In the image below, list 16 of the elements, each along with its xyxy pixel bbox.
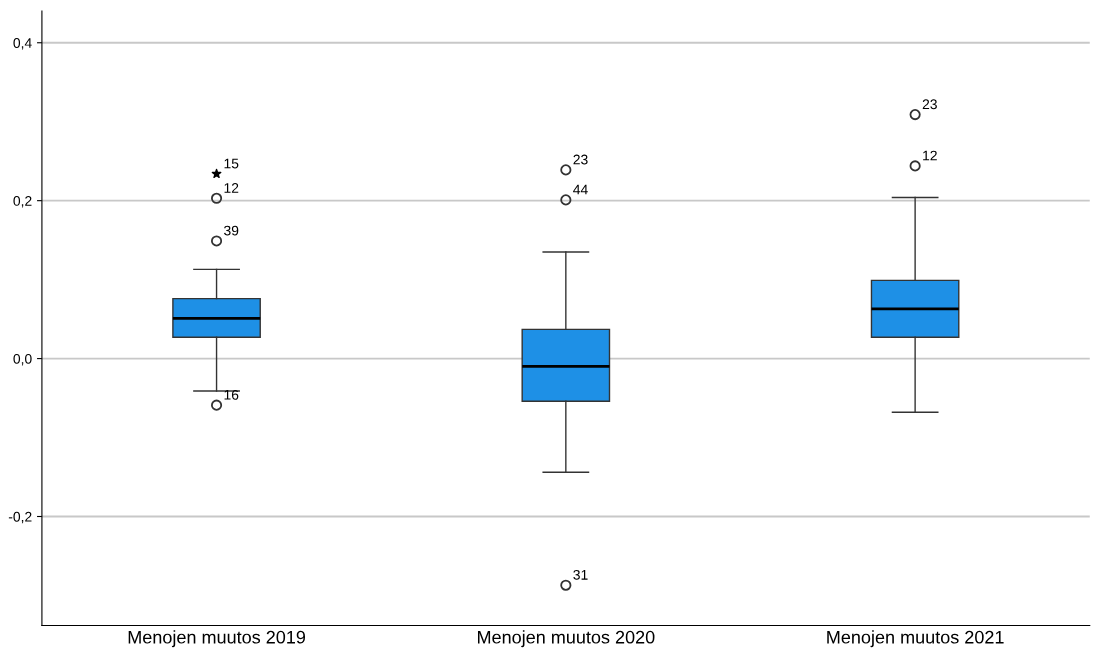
annotation: 16 — [224, 389, 239, 400]
annotation: 12 — [923, 150, 937, 161]
annotation: 23 — [922, 99, 937, 110]
annotation: 12 — [224, 183, 239, 193]
annotation: 23 — [573, 154, 588, 165]
x-tick-label: Menojen muutos 2020 — [477, 630, 655, 648]
annotation: 39 — [224, 225, 239, 236]
y-tick-label: 0,2 — [13, 196, 32, 208]
annotation: 44 — [573, 184, 588, 195]
y-tick-label: 0,0 — [13, 353, 32, 366]
annotation: 15 — [224, 158, 239, 169]
annotation: 31 — [573, 569, 588, 580]
x-tick-label: Menojen muutos 2019 — [128, 630, 306, 648]
x-tick-label: Menojen muutos 2021 — [827, 630, 1004, 648]
y-tick-label: 0,4 — [13, 38, 32, 50]
y-tick-label: -0,2 — [8, 511, 32, 524]
